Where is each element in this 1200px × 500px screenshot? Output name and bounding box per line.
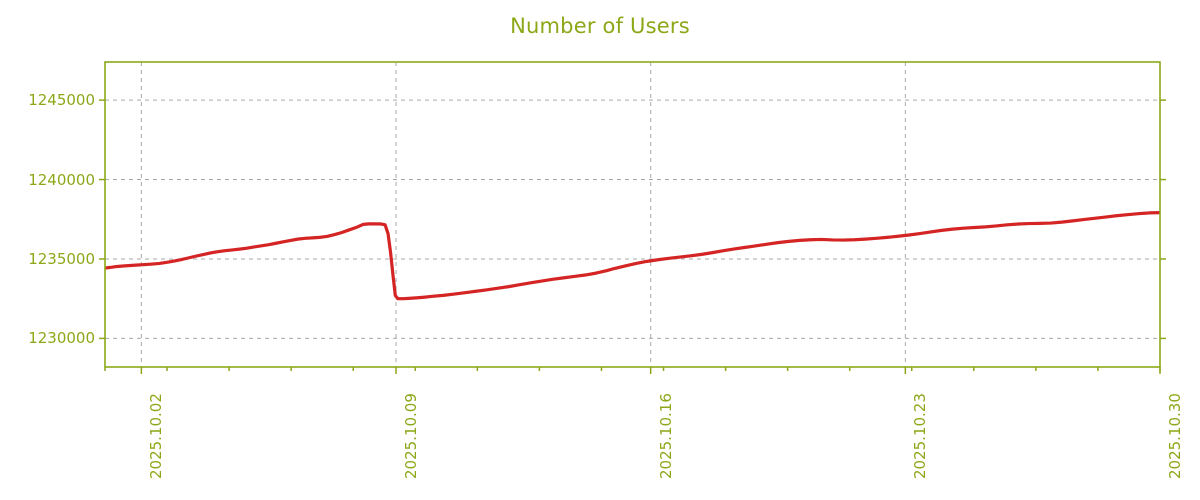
x-axis-tick-label: 2025.10.30 <box>1166 393 1184 479</box>
axis-frame <box>104 61 1161 368</box>
grid-layer <box>105 62 1161 367</box>
x-axis-tick-label: 2025.10.16 <box>656 393 675 479</box>
x-axis-tick-label: 2025.10.09 <box>402 393 421 479</box>
y-axis-tick-label: 1230000 <box>28 329 95 348</box>
axis-ticks <box>99 99 1166 374</box>
x-axis-tick-label: 2025.10.02 <box>147 393 166 479</box>
y-axis-tick-label: 1240000 <box>28 170 95 189</box>
y-axis-tick-label: 1245000 <box>28 91 95 110</box>
y-axis-tick-label: 1235000 <box>28 249 95 268</box>
chart-title: Number of Users <box>510 14 690 38</box>
x-axis-tick-label: 2025.10.23 <box>911 393 930 479</box>
data-series-layer <box>104 210 1161 301</box>
